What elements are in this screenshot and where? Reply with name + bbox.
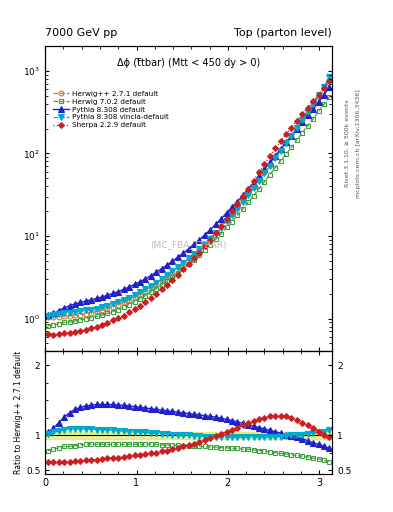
- Text: Δϕ (t̅tbar) (Mtt < 450 dy > 0): Δϕ (t̅tbar) (Mtt < 450 dy > 0): [117, 58, 260, 68]
- Text: mcplots.cern.ch [arXiv:1306.3436]: mcplots.cern.ch [arXiv:1306.3436]: [356, 89, 361, 198]
- Bar: [45, 432, 332, 439]
- Y-axis label: Ratio to Herwig++ 2.7.1 default: Ratio to Herwig++ 2.7.1 default: [14, 351, 23, 474]
- Text: Rivet 3.1.10, ≥ 500k events: Rivet 3.1.10, ≥ 500k events: [345, 99, 350, 187]
- Legend: Herwig++ 2.7.1 default, Herwig 7.0.2 default, Pythia 8.308 default, Pythia 8.308: Herwig++ 2.7.1 default, Herwig 7.0.2 def…: [51, 90, 170, 130]
- Text: Top (parton level): Top (parton level): [234, 29, 332, 38]
- Text: 7000 GeV pp: 7000 GeV pp: [45, 29, 118, 38]
- Text: (MC_FBA_TTBAR): (MC_FBA_TTBAR): [151, 240, 227, 249]
